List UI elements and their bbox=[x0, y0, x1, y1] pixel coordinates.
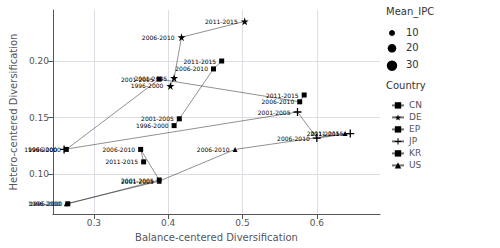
svg-text:Balance-centered Diversificati: Balance-centered Diversification bbox=[135, 232, 298, 243]
svg-text:1996-2000: 1996-2000 bbox=[28, 200, 61, 207]
svg-text:2006-2010: 2006-2010 bbox=[142, 34, 175, 41]
svg-text:0.20: 0.20 bbox=[29, 56, 49, 66]
svg-text:2006-2010: 2006-2010 bbox=[262, 98, 295, 105]
svg-text:0.6: 0.6 bbox=[310, 218, 325, 228]
svg-text:2011-2015: 2011-2015 bbox=[205, 18, 238, 25]
svg-text:1996-2000: 1996-2000 bbox=[136, 122, 169, 129]
svg-text:1996-2000: 1996-2000 bbox=[24, 146, 57, 153]
svg-text:Mean_IPC: Mean_IPC bbox=[386, 6, 434, 18]
svg-text:Hetero-centered Diversificatio: Hetero-centered Diversification bbox=[8, 34, 19, 191]
svg-text:0.15: 0.15 bbox=[29, 113, 49, 123]
svg-text:0.4: 0.4 bbox=[161, 218, 176, 228]
svg-text:EP: EP bbox=[409, 124, 421, 134]
svg-text:20: 20 bbox=[406, 42, 419, 53]
svg-text:2006-2010: 2006-2010 bbox=[175, 65, 208, 72]
svg-text:2001-2005: 2001-2005 bbox=[121, 76, 154, 83]
svg-text:Country: Country bbox=[386, 80, 426, 91]
svg-text:2001-2005: 2001-2005 bbox=[141, 115, 174, 122]
svg-text:DE: DE bbox=[409, 112, 422, 122]
svg-text:2006-2010: 2006-2010 bbox=[102, 146, 135, 153]
svg-text:2011-2015: 2011-2015 bbox=[105, 158, 138, 165]
svg-text:2006-2010: 2006-2010 bbox=[197, 146, 230, 153]
svg-text:2011-2015: 2011-2015 bbox=[266, 92, 299, 99]
svg-text:1996-2000: 1996-2000 bbox=[131, 82, 164, 89]
svg-text:KR: KR bbox=[409, 148, 421, 158]
svg-text:2011-2015: 2011-2015 bbox=[183, 58, 216, 65]
svg-text:2011-2015: 2011-2015 bbox=[307, 130, 340, 137]
svg-text:0.5: 0.5 bbox=[235, 218, 249, 228]
svg-text:10: 10 bbox=[406, 27, 419, 38]
svg-text:0.10: 0.10 bbox=[29, 169, 49, 179]
svg-text:2001-2005: 2001-2005 bbox=[121, 178, 154, 185]
svg-text:30: 30 bbox=[406, 59, 419, 70]
svg-text:US: US bbox=[409, 160, 422, 170]
svg-text:2001-2005: 2001-2005 bbox=[258, 109, 291, 116]
svg-text:2006-2010: 2006-2010 bbox=[277, 135, 310, 142]
svg-text:CN: CN bbox=[409, 100, 422, 110]
svg-text:0.3: 0.3 bbox=[87, 218, 101, 228]
svg-text:JP: JP bbox=[408, 136, 418, 146]
